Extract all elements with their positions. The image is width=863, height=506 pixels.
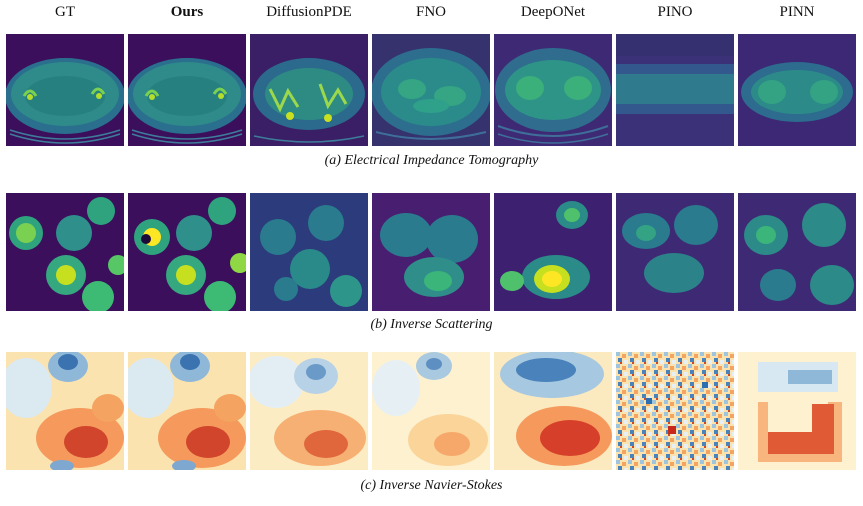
scattering-pino-image xyxy=(616,193,734,311)
navier-stokes-pino-image xyxy=(616,352,734,470)
column-header-fno: FNO xyxy=(415,4,446,20)
navier-stokes-diffusionpde-image xyxy=(250,352,368,470)
scattering-ours-image xyxy=(128,193,246,311)
column-header-pino: PINO xyxy=(657,4,693,20)
navier-stokes-pinn-image xyxy=(738,352,856,470)
eit-pinn-image xyxy=(738,34,856,146)
caption-navier-stokes: (c) Inverse Navier-Stokes xyxy=(360,478,503,493)
scattering-diffusionpde-image xyxy=(250,193,368,311)
navier-stokes-deeponet-image xyxy=(494,352,612,470)
eit-pino-image xyxy=(616,34,734,146)
eit-diffusionpde-image xyxy=(250,34,368,146)
eit-fno-image xyxy=(372,34,490,146)
column-header-gt: GT xyxy=(55,4,75,20)
scattering-fno-image xyxy=(372,193,490,311)
scattering-deeponet-image xyxy=(494,193,612,311)
column-header-deeponet: DeepONet xyxy=(520,4,586,20)
eit-ours-image xyxy=(128,34,246,146)
eit-gt-image xyxy=(6,34,124,146)
caption-eit: (a) Electrical Impedance Tomography xyxy=(324,153,539,168)
navier-stokes-ours-image xyxy=(128,352,246,470)
column-header-ours: Ours xyxy=(170,4,204,20)
scattering-pinn-image xyxy=(738,193,856,311)
navier-stokes-fno-image xyxy=(372,352,490,470)
caption-scattering: (b) Inverse Scattering xyxy=(370,317,493,332)
column-header-diffusionpde: DiffusionPDE xyxy=(266,4,352,20)
scattering-gt-image xyxy=(6,193,124,311)
eit-deeponet-image xyxy=(494,34,612,146)
navier-stokes-gt-image xyxy=(6,352,124,470)
column-header-pinn: PINN xyxy=(779,4,815,20)
